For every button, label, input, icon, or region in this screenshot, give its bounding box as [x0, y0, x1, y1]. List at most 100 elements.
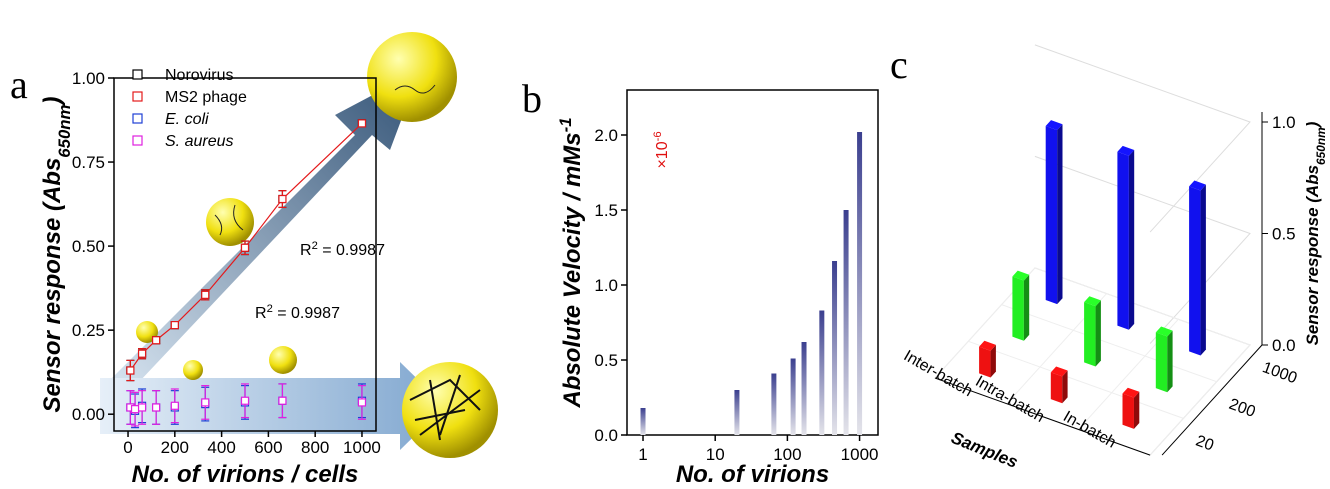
annotation: R2 = 0.9987: [300, 240, 385, 259]
x-tick-label: 600: [254, 438, 282, 457]
bar-side: [1201, 185, 1206, 356]
bar-side: [1057, 124, 1062, 304]
x-tick-label: Inter-batch: [901, 347, 976, 400]
bar-side: [1129, 150, 1134, 330]
bar: [1189, 180, 1206, 355]
panel-label: b: [522, 76, 542, 121]
z-axis-title-part: Sensor response (Abs: [1303, 165, 1322, 345]
bar: [857, 132, 862, 435]
bar: [819, 311, 824, 436]
x-tick-label: Intra-batch: [972, 373, 1047, 426]
x-tick-label: 800: [301, 438, 329, 457]
x-tick-label: 200: [161, 438, 189, 457]
bar: [1084, 296, 1101, 366]
depth-tick-label: 20: [1193, 433, 1216, 455]
bar-front: [1117, 152, 1128, 330]
bar: [832, 261, 837, 435]
legend-label: MS2 phage: [165, 89, 247, 106]
bar: [1123, 388, 1140, 429]
point: [358, 399, 365, 406]
legend-label: E. coli: [165, 111, 209, 128]
point: [202, 291, 209, 298]
grid-line: [1035, 268, 1250, 345]
point: [153, 337, 160, 344]
x-axis-title: No. of virions / cells: [132, 461, 359, 488]
bar: [1046, 120, 1063, 304]
point: [279, 397, 286, 404]
x-axis-title: Samples: [949, 428, 1021, 472]
bar-front: [1051, 372, 1062, 403]
bar: [1051, 366, 1068, 403]
x-tick-label: 1000: [343, 438, 381, 457]
point: [202, 399, 209, 406]
bar-front: [1012, 276, 1023, 340]
multiplier-part: -6: [652, 131, 664, 141]
y-tick-label: 0.0: [594, 426, 618, 445]
z-tick-label: 0.0: [1272, 336, 1296, 355]
multiplier-part: ×10: [654, 141, 671, 168]
panel-label: a: [10, 62, 28, 107]
figure: a 0 200 400 600 800 1000 0.00 0.25 0.50 0.75 1.00 No…: [0, 0, 1330, 489]
y-tick-label: 0.25: [72, 321, 105, 340]
x-axis-title: No. of virions: [676, 461, 829, 488]
y-tick-label: 2.0: [594, 126, 618, 145]
grid-line: [968, 341, 1183, 418]
bar-front: [1084, 302, 1095, 366]
bar-side: [1167, 331, 1172, 393]
annotation-part: R: [300, 242, 312, 259]
legend-label: S. aureus: [165, 133, 233, 150]
grid-line: [1035, 268, 1250, 455]
z-axis-title-part: ): [1303, 121, 1322, 129]
y-tick-label: 1.0: [594, 276, 618, 295]
bar: [1117, 146, 1134, 330]
x-tick-label: 1: [638, 445, 647, 464]
point: [242, 397, 249, 404]
z-tick-label: 1.0: [1272, 113, 1296, 132]
point: [242, 244, 249, 251]
y-tick-label: 0.5: [594, 351, 618, 370]
depth-tick-label: 200: [1227, 396, 1258, 421]
bar: [791, 359, 796, 436]
bar: [1156, 326, 1173, 392]
bar: [979, 341, 996, 378]
multiplier: ×10-6: [652, 131, 671, 168]
z-axis-title: Sensor response (Abs650nm): [1303, 121, 1328, 345]
y-axis-title-part: -1: [556, 117, 575, 132]
panel-label: c: [890, 42, 908, 87]
bar-front: [1156, 332, 1167, 392]
point: [132, 406, 139, 413]
point: [171, 322, 178, 329]
legend-label: Norovirus: [165, 67, 233, 84]
y-axis-title-part: Absolute Velocity / mMs: [559, 132, 586, 408]
bar-side: [1096, 300, 1101, 366]
point: [139, 350, 146, 357]
depth-tick-label: 1000: [1260, 359, 1299, 387]
point: [127, 367, 134, 374]
annotation-part: R: [255, 305, 267, 322]
decoration: [100, 32, 498, 458]
grid-line: [1035, 45, 1250, 232]
y-tick-label: 0.75: [72, 153, 105, 172]
legend-marker: [133, 114, 142, 123]
point: [358, 120, 365, 127]
y-tick-label: 0.50: [72, 237, 105, 256]
y-axis-title-part: Sensor response (Abs: [39, 158, 66, 413]
grid-line: [1035, 156, 1250, 343]
y-axis-title: Sensor response (Abs650nm): [39, 97, 74, 413]
x-tick-label: 0: [123, 438, 132, 457]
point: [279, 196, 286, 203]
x-tick-label: 1000: [841, 445, 879, 464]
annotation: R2 = 0.9987: [255, 303, 340, 322]
x-tick-label: 400: [207, 438, 235, 457]
bar-side: [1024, 275, 1029, 341]
x-tick-label: In-batch: [1060, 408, 1119, 452]
y-axis-title: Absolute Velocity / mMs-1: [556, 117, 587, 408]
y-tick-label: 1.5: [594, 201, 618, 220]
bar: [734, 390, 739, 435]
point: [171, 402, 178, 409]
bar: [802, 342, 807, 435]
y-tick-label: 0.00: [72, 405, 105, 424]
legend-marker: [133, 70, 142, 79]
bar: [1012, 271, 1029, 341]
y-tick-label: 1.00: [72, 69, 105, 88]
